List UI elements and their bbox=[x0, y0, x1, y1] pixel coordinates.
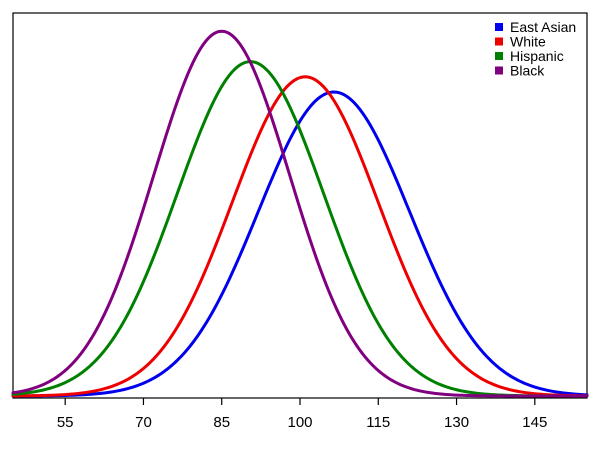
x-tick-label-100: 100 bbox=[287, 414, 312, 431]
x-tick-label-70: 70 bbox=[135, 414, 152, 431]
legend-label-white: White bbox=[510, 34, 546, 50]
series-line-white bbox=[11, 75, 589, 398]
x-tick-label-55: 55 bbox=[57, 414, 74, 431]
x-tick-label-115: 115 bbox=[366, 414, 390, 431]
legend-swatch-hispanic bbox=[495, 52, 503, 60]
legend-label-east-asian: East Asian bbox=[510, 19, 576, 35]
x-tick-label-85: 85 bbox=[213, 414, 230, 431]
x-tick-label-145: 145 bbox=[522, 414, 547, 431]
series-line-east-asian bbox=[11, 90, 589, 398]
legend-swatch-black bbox=[495, 66, 503, 75]
x-tick-label-130: 130 bbox=[444, 414, 469, 431]
legend-swatch-white bbox=[495, 37, 503, 46]
legend-label-black: Black bbox=[510, 63, 545, 79]
series-line-black bbox=[11, 29, 589, 398]
x-axis: 55 70 85 100 115 130 145 bbox=[57, 398, 547, 431]
legend-label-hispanic: Hispanic bbox=[510, 48, 564, 64]
curves-group bbox=[11, 29, 589, 398]
legend-swatch-east-asian bbox=[495, 23, 503, 31]
